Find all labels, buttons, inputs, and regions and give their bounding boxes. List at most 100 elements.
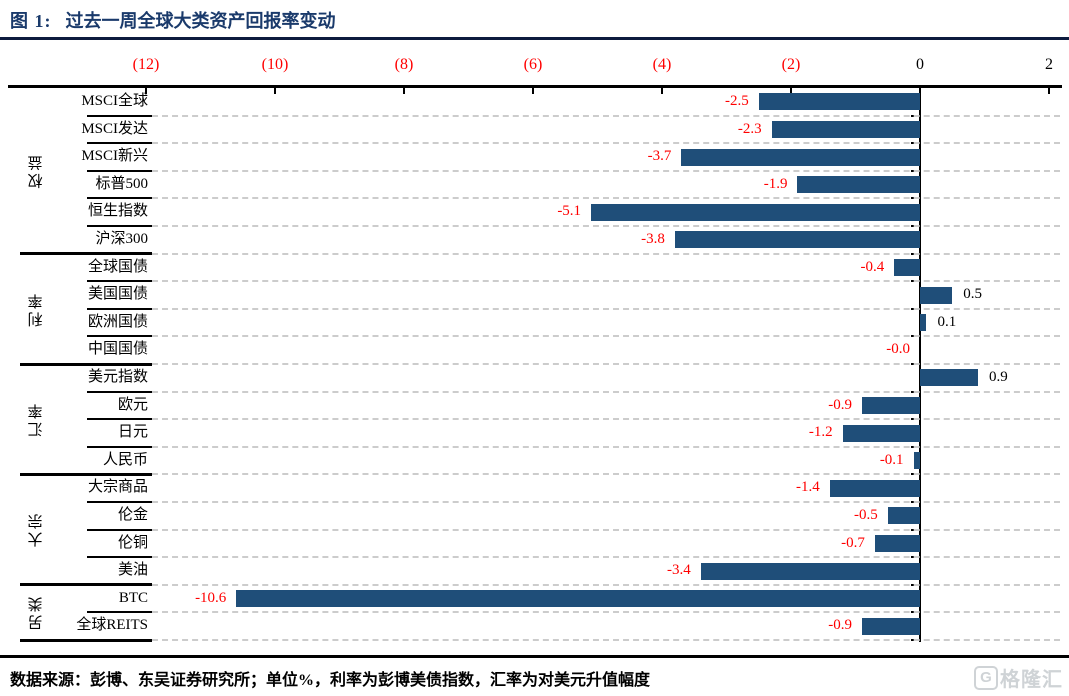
logo-wordmark: 格隆汇 xyxy=(1000,669,1063,691)
category-label: 恒生指数 xyxy=(87,203,148,220)
value-label: -3.7 xyxy=(647,148,672,165)
row-gridline xyxy=(152,114,1060,117)
figure-header: 图 1: 过去一周全球大类资产回报率变动 xyxy=(10,7,336,33)
x-axis-tick-label: 0 xyxy=(916,56,924,73)
group-label: 汇率 xyxy=(28,401,45,438)
category-label: 伦铜 xyxy=(117,534,148,551)
x-axis-tick-mark xyxy=(403,85,405,94)
category-separator-line xyxy=(87,445,152,448)
row-gridline xyxy=(152,445,1060,448)
x-axis-tick-label: (2) xyxy=(781,56,801,73)
category-label: 人民币 xyxy=(102,451,148,468)
category-label: 欧元 xyxy=(117,396,148,413)
category-separator-line xyxy=(87,528,152,531)
group-label: 大宗 xyxy=(28,511,45,548)
bar xyxy=(674,231,920,249)
row-gridline xyxy=(152,280,1060,283)
category-label: MSCI新兴 xyxy=(81,148,148,165)
row-gridline xyxy=(152,169,1060,172)
value-label: -10.6 xyxy=(195,589,227,606)
value-label: -0.9 xyxy=(828,617,852,634)
row-gridline xyxy=(152,556,1060,559)
row-gridline xyxy=(152,611,1060,614)
category-label: MSCI全球 xyxy=(81,93,148,109)
value-label: 0.5 xyxy=(963,286,982,303)
category-label: 日元 xyxy=(117,424,148,441)
category-label: 欧洲国债 xyxy=(87,313,148,330)
value-label: -2.5 xyxy=(725,93,749,109)
category-separator-line xyxy=(87,418,152,421)
category-label: 大宗商品 xyxy=(87,479,148,496)
value-label: -5.1 xyxy=(557,203,582,220)
category-label: 伦金 xyxy=(117,507,148,523)
bar xyxy=(829,479,920,497)
row-gridline xyxy=(152,583,1060,586)
x-axis-tick-mark xyxy=(661,85,663,94)
x-axis-tick-mark xyxy=(532,85,534,94)
group-separator-line xyxy=(20,583,152,587)
group-separator-line xyxy=(20,252,152,256)
row-gridline xyxy=(152,639,1060,641)
category-label: 沪深300 xyxy=(95,231,148,247)
bar xyxy=(874,534,920,552)
value-label: -0.5 xyxy=(854,507,878,523)
category-label: 标普500 xyxy=(95,175,148,192)
category-label: 美国国债 xyxy=(87,286,148,303)
category-separator-line xyxy=(87,307,152,310)
bar xyxy=(913,452,920,470)
x-axis-tick-label: (6) xyxy=(523,56,543,73)
row-gridline xyxy=(152,501,1060,503)
x-axis-tick-label: (12) xyxy=(132,56,160,73)
row-gridline xyxy=(152,528,1060,531)
group-label: 另类 xyxy=(28,594,45,631)
value-label: 0.9 xyxy=(989,369,1008,385)
row-gridline xyxy=(152,197,1060,200)
x-axis-tick-label: (4) xyxy=(652,56,672,73)
x-axis-tick-mark xyxy=(274,85,276,94)
logo-g-icon: G xyxy=(974,665,998,690)
value-label: -1.2 xyxy=(808,424,833,441)
bar xyxy=(887,507,920,525)
bar xyxy=(861,396,920,414)
figure-number: 图 1: xyxy=(10,11,52,31)
row-gridline xyxy=(152,390,1060,393)
category-separator-line xyxy=(87,501,152,503)
bar xyxy=(920,286,953,304)
figure-title: 过去一周全球大类资产回报率变动 xyxy=(65,11,336,31)
title-divider xyxy=(0,37,1069,40)
group-separator-line xyxy=(20,638,152,642)
value-label: -0.9 xyxy=(828,396,852,413)
group-separator-line xyxy=(20,472,152,476)
row-gridline xyxy=(152,473,1060,476)
x-axis-line xyxy=(8,85,1062,88)
value-label: -3.4 xyxy=(666,562,691,579)
value-label: -2.3 xyxy=(737,120,762,137)
category-label: 美油 xyxy=(117,562,148,579)
category-label: 中国国债 xyxy=(87,341,148,358)
gelonghui-logo: G 格隆汇 xyxy=(974,663,1063,692)
category-separator-line xyxy=(87,390,152,393)
bar xyxy=(894,258,920,276)
category-separator-line xyxy=(87,169,152,172)
value-label: -3.8 xyxy=(641,231,665,247)
value-label: -0.4 xyxy=(860,258,885,275)
category-label: 美元指数 xyxy=(87,369,148,385)
bar xyxy=(797,176,920,194)
category-separator-line xyxy=(87,611,152,614)
group-separator-line xyxy=(20,362,152,366)
source-note: 数据来源：彭博、东吴证券研究所；单位%，利率为彭博美债指数，汇率为对美元升值幅度 xyxy=(10,672,651,689)
category-label: 全球国债 xyxy=(87,258,148,275)
value-label: 0.1 xyxy=(937,313,957,330)
value-label: -0.7 xyxy=(841,534,865,551)
x-axis-tick-mark xyxy=(790,85,792,94)
x-axis-tick-mark xyxy=(1048,85,1050,94)
category-separator-line xyxy=(87,225,152,227)
category-separator-line xyxy=(87,335,152,338)
bar xyxy=(236,590,920,608)
row-gridline xyxy=(152,225,1060,227)
category-separator-line xyxy=(87,142,152,145)
category-label: BTC xyxy=(118,589,148,606)
bar xyxy=(758,93,920,111)
x-axis-tick-label: (10) xyxy=(261,56,289,73)
